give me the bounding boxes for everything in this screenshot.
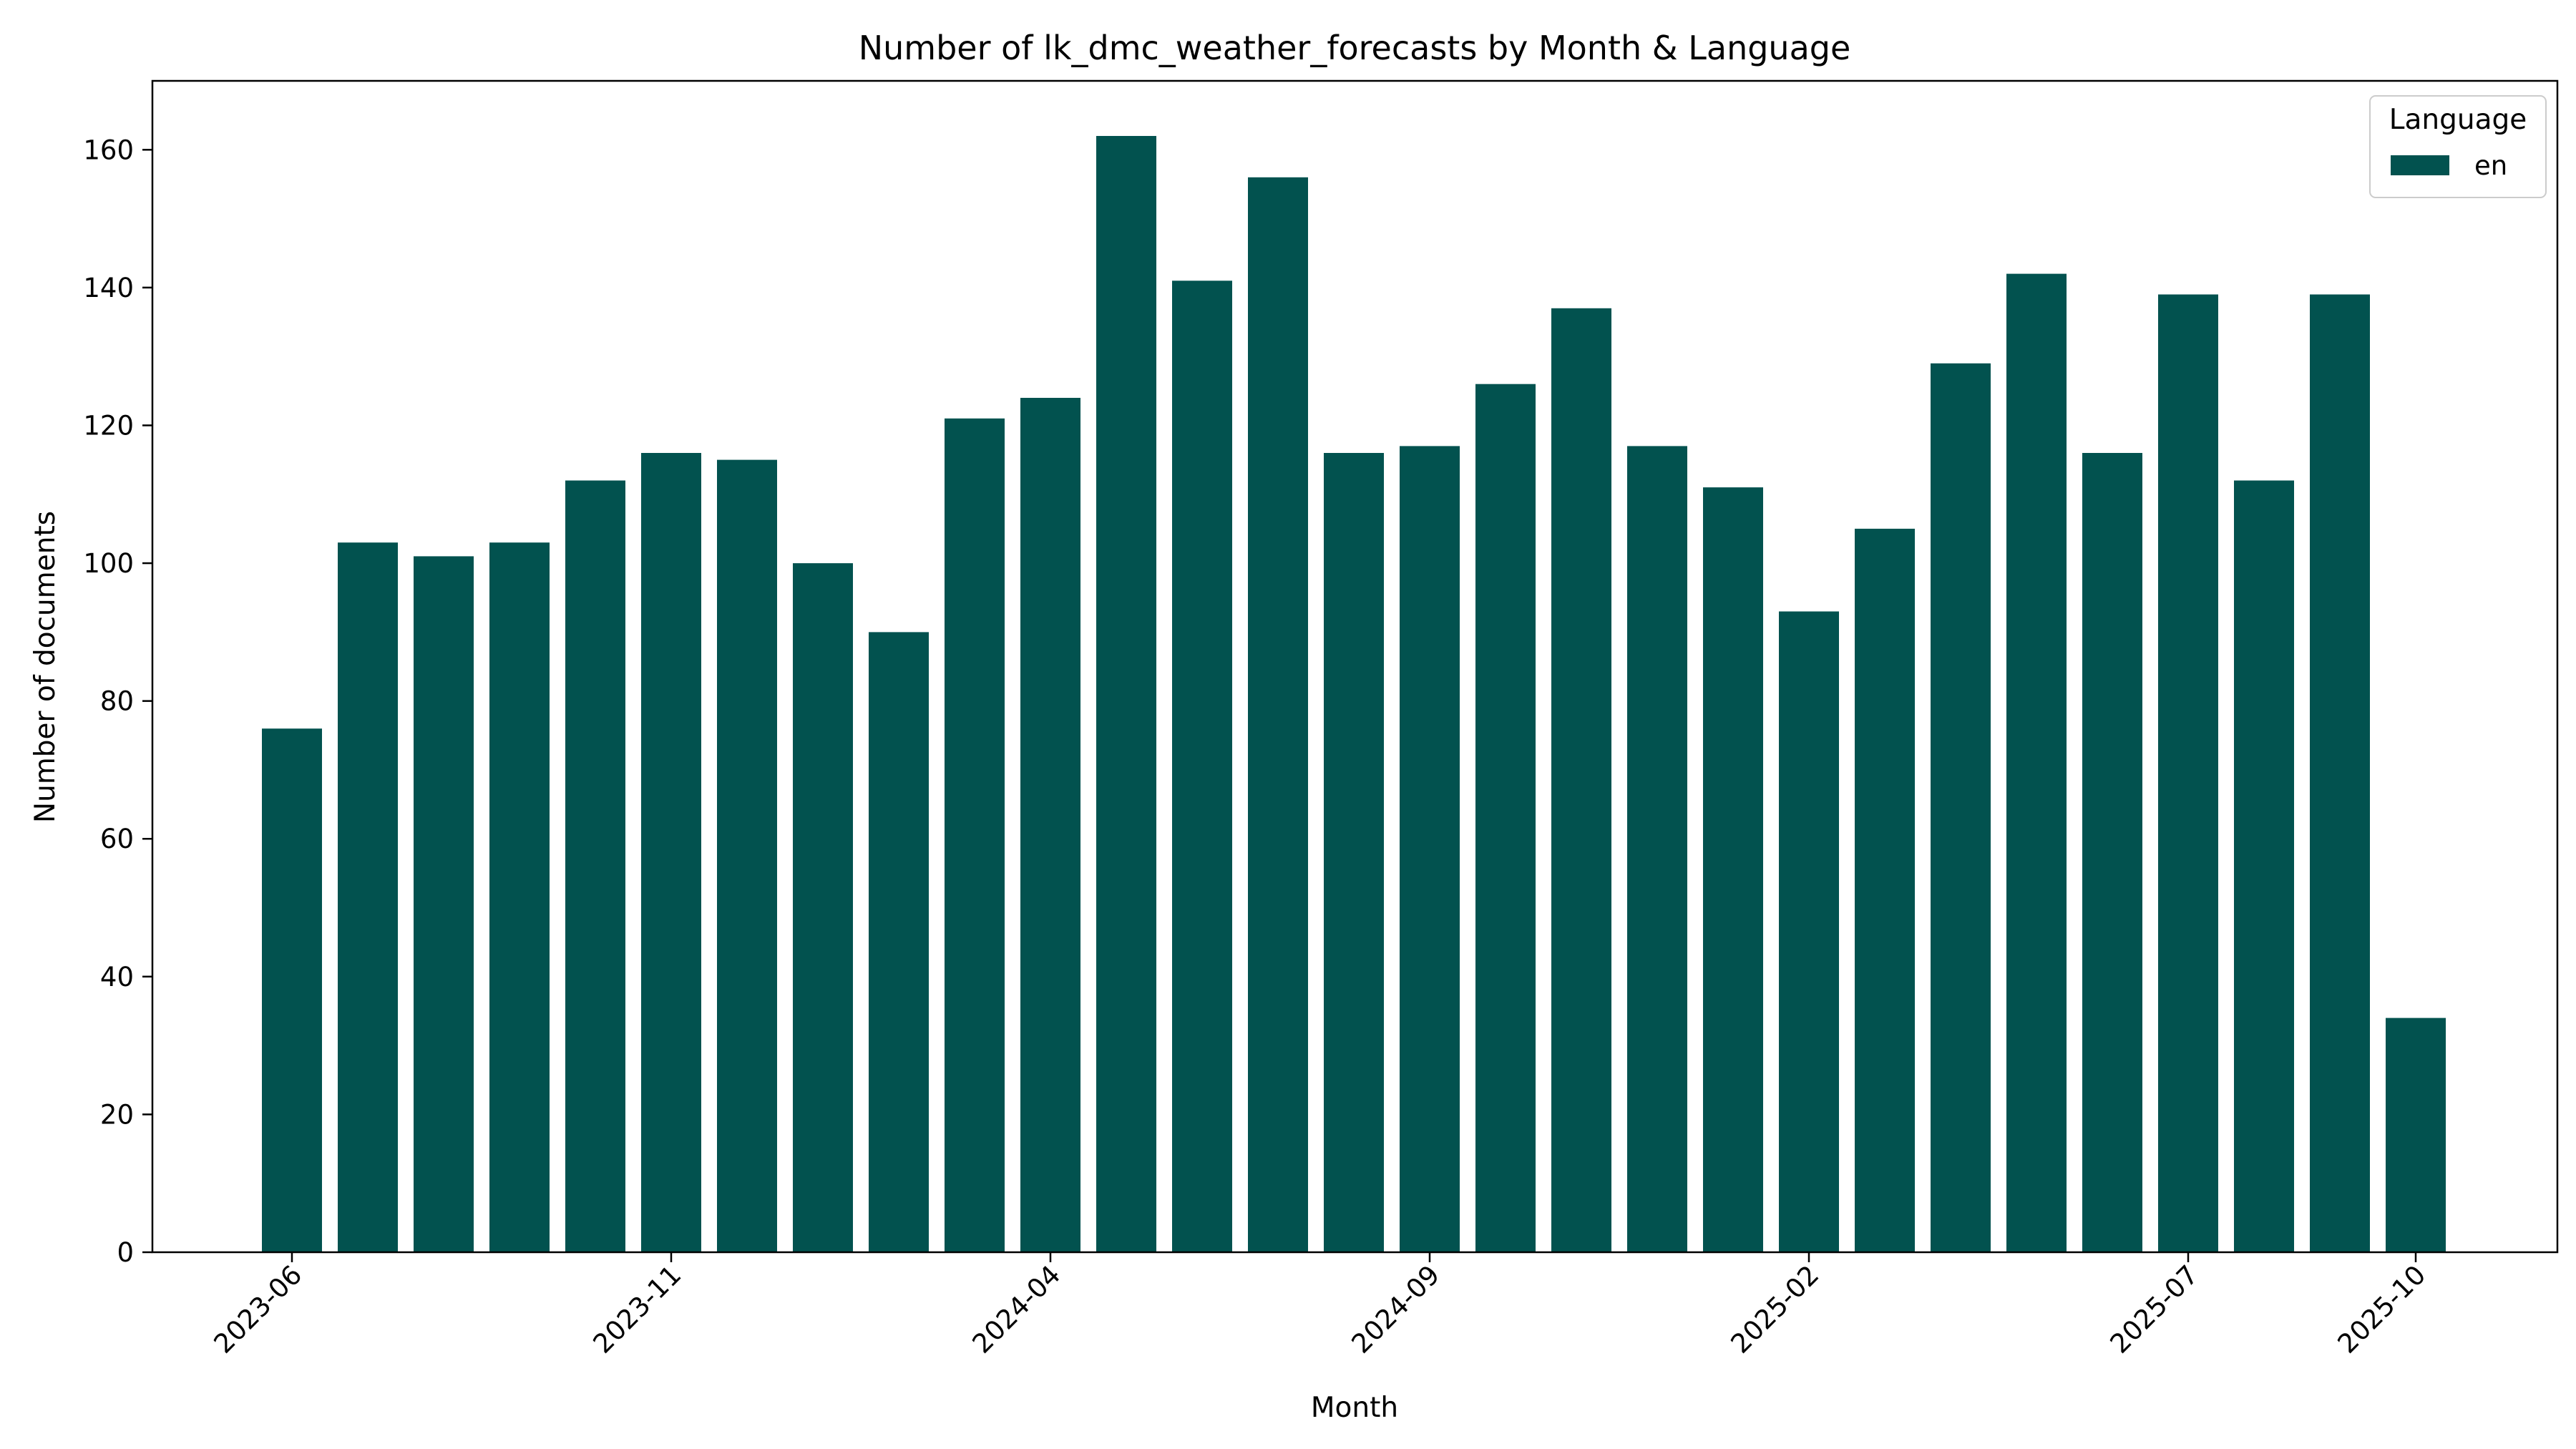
y-axis: 0 20 40 60 80 100 120 140 160 [83,135,152,1268]
bar-2024-03 [945,418,1005,1252]
y-tick-label: 40 [100,962,134,992]
bar-2025-06 [2082,453,2142,1252]
bar-2023-11 [641,453,701,1252]
bar-2023-06 [262,728,322,1252]
bar-2023-12 [717,459,777,1252]
bar-2024-08 [1324,453,1384,1252]
legend: Language en [2369,95,2547,198]
bar-2025-01 [1703,487,1763,1252]
y-tick-label: 100 [83,548,134,579]
bar-2024-11 [1551,308,1611,1252]
y-tick-label: 20 [100,1099,134,1130]
bars-group [262,136,2446,1253]
bar-2024-02 [869,632,929,1252]
bar-2024-09 [1400,446,1460,1252]
bar-2025-04 [1931,363,1991,1252]
y-tick-label: 160 [83,135,134,165]
bar-2024-01 [793,563,853,1252]
legend-swatch-en [2391,155,2449,175]
bar-2024-12 [1627,446,1687,1252]
bar-2024-07 [1248,177,1308,1252]
bar-2025-08 [2234,480,2294,1252]
y-tick-label: 60 [100,824,134,854]
bar-2023-08 [414,556,474,1252]
y-tick-label: 120 [83,410,134,441]
bar-2025-05 [2006,273,2067,1253]
bar-2023-10 [565,480,625,1252]
bar-2023-09 [489,542,550,1252]
bar-2025-02 [1779,611,1839,1252]
legend-title: Language [2389,104,2527,136]
x-axis-label: Month [1311,1392,1398,1424]
bar-2025-03 [1855,528,1915,1252]
y-tick-label: 0 [117,1237,134,1268]
bar-2025-07 [2158,294,2218,1252]
bar-2025-09 [2310,294,2370,1252]
bar-2025-10 [2386,1018,2446,1252]
y-axis-label: Number of documents [29,511,62,823]
legend-label-en: en [2474,150,2507,181]
y-tick-label: 80 [100,686,134,717]
chart-title: Number of lk_dmc_weather_forecasts by Mo… [859,29,1851,67]
bar-2024-10 [1475,384,1536,1253]
y-tick-label: 140 [83,273,134,303]
plot-frame [151,79,2559,1254]
bar-2024-05 [1096,136,1156,1252]
bar-2023-07 [338,542,398,1252]
bar-2024-04 [1020,398,1080,1252]
bar-2024-06 [1172,280,1232,1252]
